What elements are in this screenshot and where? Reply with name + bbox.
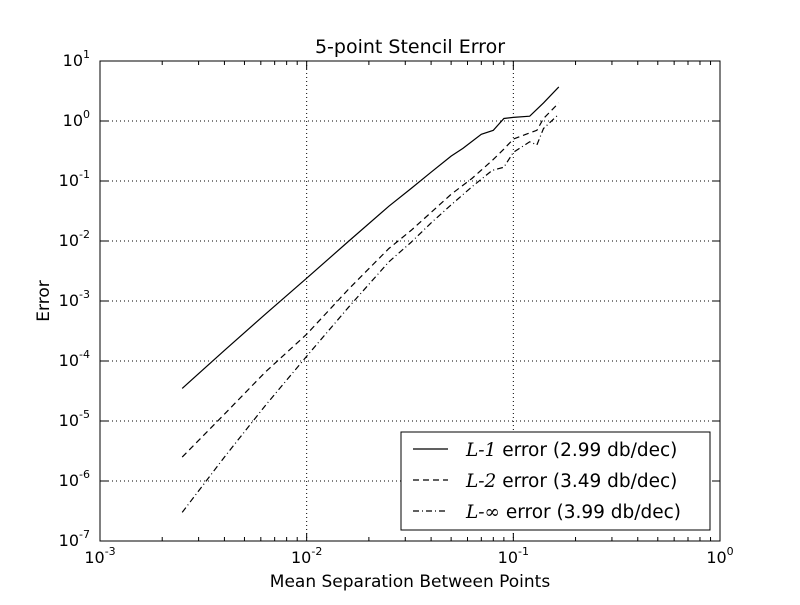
- x-tick-labels: 10-3 10-2 10-1 100: [84, 545, 733, 567]
- tick-marks: [99, 60, 721, 542]
- y-tick-label: 100: [63, 108, 90, 130]
- y-tick-label: 10-6: [59, 468, 90, 490]
- legend: L-1 error (2.99 db/dec) L-2 error (3.49 d…: [400, 431, 711, 531]
- chart-title: 5-point Stencil Error: [315, 36, 505, 58]
- series-line-3: [181, 113, 560, 513]
- series-layer: [181, 86, 560, 513]
- y-tick-label: 10-1: [59, 168, 90, 190]
- y-tick-label: 10-4: [59, 348, 90, 370]
- y-tick-labels: 101 100 10-1 10-2 10-3 10-4 10-5 10-6 10-7: [59, 48, 90, 550]
- y-tick-label: 10-5: [59, 408, 90, 430]
- x-tick-label: 10-1: [498, 545, 529, 567]
- y-tick-label: 10-3: [59, 288, 90, 310]
- y-axis-label: Error: [34, 280, 54, 321]
- x-tick-label: 100: [706, 545, 733, 567]
- x-axis-label: Mean Separation Between Points: [270, 572, 551, 592]
- x-tick-label: 10-3: [84, 545, 115, 567]
- legend-box: [400, 431, 711, 531]
- series-line-1: [181, 86, 560, 389]
- y-tick-label: 101: [63, 48, 90, 70]
- legend-label-2: L-2 error (3.49 db/dec): [465, 471, 677, 492]
- grid-lines: [100, 61, 720, 541]
- legend-label-3: L-∞ error (3.99 db/dec): [465, 502, 681, 523]
- x-tick-label: 10-2: [291, 545, 322, 567]
- y-tick-label: 10-2: [59, 228, 90, 250]
- y-tick-label: 10-7: [59, 528, 90, 550]
- legend-label-1: L-1 error (2.99 db/dec): [465, 440, 677, 461]
